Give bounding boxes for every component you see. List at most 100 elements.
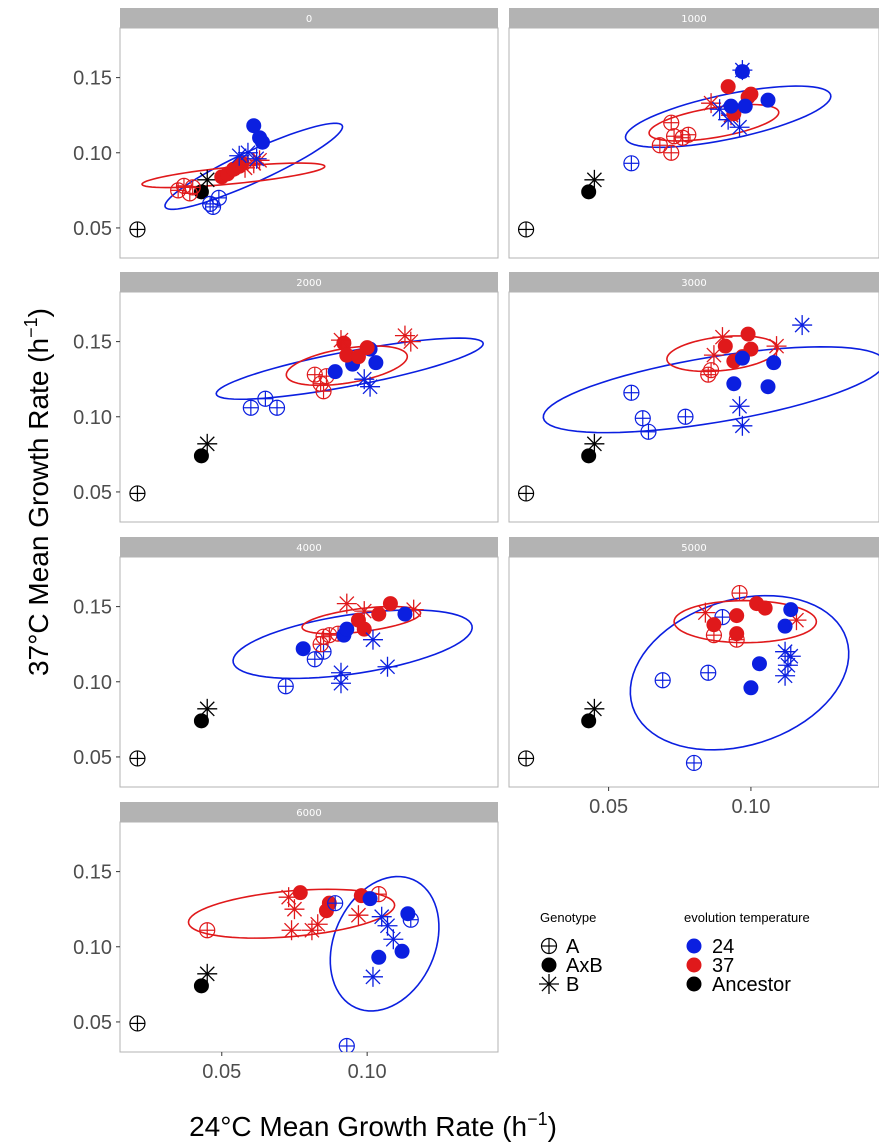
data-point [307,914,328,935]
data-point [706,617,722,633]
data-point [377,915,398,936]
data-point [720,79,736,95]
plot-area [508,556,879,788]
facet-strip-label: 6000 [296,808,321,819]
data-point [400,906,416,922]
ancestor-point-A [129,221,146,238]
y-tick-label: 0.05 [73,218,112,240]
ancestor-point-AxB [581,713,597,729]
data-point [663,144,680,161]
facet-strip-label: 0 [306,14,312,25]
plot-area [119,291,499,523]
ancestor-point-B [584,169,605,190]
facet-panel-3000: 3000 [508,272,879,523]
data-point [354,601,375,622]
data-point [336,593,357,614]
ancestor-point-B [197,433,218,454]
data-point [281,920,302,941]
plot-content [129,118,344,238]
plot-area [119,556,499,788]
data-point [783,602,799,618]
confidence-ellipse-24 [624,85,832,149]
data-point [775,641,796,662]
confidence-ellipse-24 [542,345,879,434]
facet-strip [120,537,498,557]
legend-label-genotype: AxB [566,955,603,977]
data-point [663,114,680,131]
data-point [780,646,801,667]
y-tick-label: 0.15 [73,597,112,619]
legend-label-genotype: B [566,974,579,996]
legend-genotype-title: Genotype [540,910,596,925]
ancestor-point-B [584,698,605,719]
data-point [726,376,742,392]
data-point [237,142,258,163]
data-point [359,340,375,356]
y-tick-label: 0.10 [73,143,112,165]
data-point [700,664,717,681]
confidence-ellipse-24 [329,875,440,1012]
plot-content [517,315,879,502]
y-tick-label: 0.10 [73,937,112,959]
facet-panel-0: 0 0.05 0.10 0.15 [73,8,499,259]
ancestor-point-AxB [193,184,209,200]
data-point [623,155,640,172]
legend-key-24 [686,938,702,954]
data-point [382,596,398,612]
data-point [723,98,739,114]
data-point [246,148,267,169]
legend-key-Ancestor [686,976,702,992]
legend-key-B [539,974,559,994]
data-point [330,330,351,351]
data-point [184,179,201,196]
plot-content [129,325,485,502]
plot-content [517,584,850,772]
ancestor-point-AxB [193,978,209,994]
ancestor-point-B [197,963,218,984]
facet-strip [120,802,498,822]
data-point [651,137,668,154]
confidence-ellipse-37 [187,888,396,939]
data-point [371,949,387,965]
data-point [199,922,216,939]
data-point [729,117,750,138]
legend-label-temperature: Ancestor [712,974,791,996]
plot-content [129,875,440,1052]
data-point [356,621,372,637]
data-point [284,899,305,920]
facet-panels: 0 0.05 0.10 0.15 1000 2000 0.05 0.10 0.15 3000 400… [73,8,879,1083]
data-point [737,98,753,114]
ancestor-point-B [197,169,218,190]
data-point [775,665,796,686]
plot-content [129,593,473,767]
facet-strip [509,8,879,28]
data-point [766,336,787,357]
data-point [695,602,716,623]
data-point [760,92,776,108]
ancestor-point-B [584,433,605,454]
data-point [680,126,697,143]
legend-label-temperature: 24 [712,936,734,958]
ancestor-point-AxB [581,448,597,464]
data-point [202,195,219,212]
ancestor-point-A [129,1015,146,1032]
facet-strip-label: 3000 [681,278,706,289]
ancestor-point-A [129,485,146,502]
data-point [731,584,748,602]
ancestor-point-A [129,750,146,767]
x-tick-label: 0.05 [589,796,628,818]
x-axis-title: 24°C Mean Growth Rate (h−1) [189,1109,557,1142]
confidence-ellipse-37 [673,599,818,644]
ancestor-point-AxB [193,713,209,729]
x-tick-label: 0.10 [348,1061,387,1083]
plot-area [119,821,499,1053]
data-point [400,331,421,352]
data-point [383,929,404,950]
ancestor-point-A [517,485,535,502]
plot-area [508,27,879,259]
data-point [717,338,733,354]
data-point [729,626,745,642]
ancestor-point-AxB [193,448,209,464]
